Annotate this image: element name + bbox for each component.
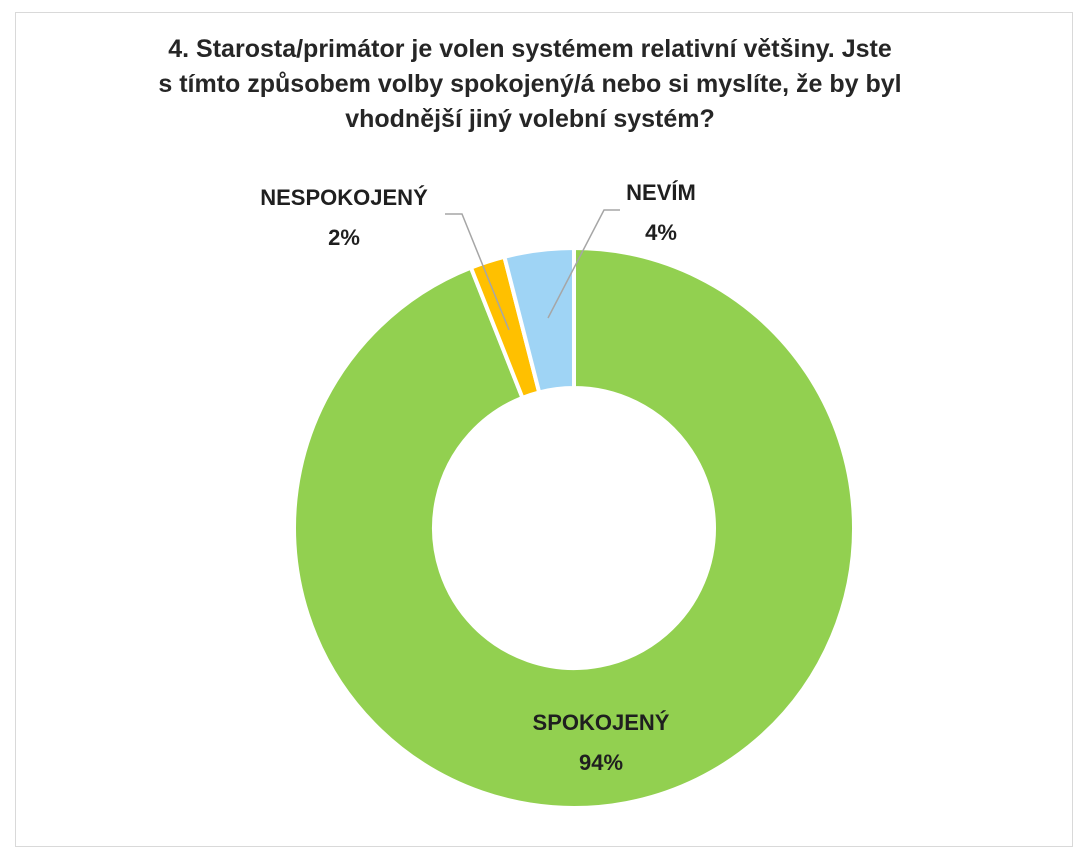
slice-label-nevim-name: NEVÍM	[626, 180, 696, 205]
slice-label-nespokojeny-name: NESPOKOJENÝ	[260, 185, 428, 210]
donut-slices	[292, 246, 856, 810]
leader-line-nespokojeny	[445, 213, 510, 331]
donut-slice-nevim	[502, 246, 576, 395]
leader-line-nevim	[547, 209, 620, 319]
slice-label-nevim-value: 4%	[645, 220, 677, 245]
slice-label-nespokojeny-value: 2%	[328, 225, 360, 250]
chart-title: 4. Starosta/primátor je volen systémem r…	[90, 32, 970, 137]
chart-title-line-3: vhodnější jiný volební systém?	[345, 105, 715, 133]
chart-title-line-2: s tímto způsobem volby spokojený/á nebo …	[158, 70, 902, 98]
leader-lines	[445, 209, 620, 331]
chart-title-line-1: 4. Starosta/primátor je volen systémem r…	[168, 35, 892, 63]
slice-labels: SPOKOJENÝ 94% NESPOKOJENÝ 2% NEVÍM 4%	[260, 180, 696, 775]
donut-slice-spokojeny	[292, 246, 856, 810]
slice-label-spokojeny-value: 94%	[579, 750, 623, 775]
slice-label-spokojeny-name: SPOKOJENÝ	[533, 710, 670, 735]
